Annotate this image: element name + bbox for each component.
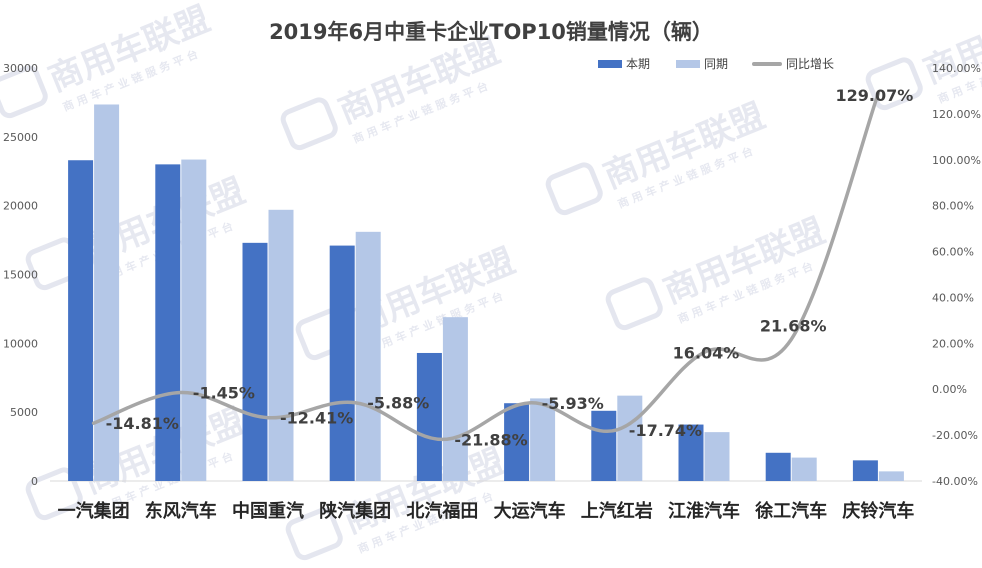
x-tick-label: 北汽福田 bbox=[406, 500, 478, 522]
bar-previous bbox=[442, 317, 468, 481]
x-tick-label: 一汽集团 bbox=[58, 500, 130, 522]
y-left-tick-label: 25000 bbox=[3, 131, 38, 144]
bar-current bbox=[852, 460, 878, 481]
x-tick-label: 陕汽集团 bbox=[319, 500, 391, 522]
watermark-logo bbox=[605, 277, 663, 331]
growth-data-label: 21.68% bbox=[760, 316, 827, 335]
bar-previous bbox=[791, 457, 817, 481]
y-right-tick-label: 120.00% bbox=[932, 108, 981, 121]
bar-current bbox=[765, 452, 791, 481]
bar-current bbox=[68, 160, 94, 481]
legend-swatch bbox=[598, 60, 622, 68]
data-labels: -14.81% -1.45% -12.41% -5.88% -21.88% -5.93% -… bbox=[106, 86, 914, 449]
bar-current bbox=[329, 245, 355, 481]
legend: 本期 同期 同比增长 bbox=[598, 57, 834, 71]
legend-label: 同比增长 bbox=[786, 57, 834, 71]
bar-previous bbox=[268, 209, 294, 481]
growth-data-label: -1.45% bbox=[193, 384, 255, 403]
legend-item: 同比增长 bbox=[752, 57, 834, 71]
y-left-tick-label: 20000 bbox=[3, 200, 38, 213]
bar-current bbox=[591, 410, 617, 481]
legend-item: 本期 bbox=[598, 57, 650, 71]
line-series bbox=[91, 91, 881, 442]
watermark-logo bbox=[545, 162, 603, 216]
bar-current bbox=[678, 424, 704, 481]
y-right-tick-label: -40.00% bbox=[932, 475, 978, 488]
growth-data-label: 16.04% bbox=[673, 343, 740, 362]
growth-data-label: -5.93% bbox=[542, 394, 604, 413]
x-tick-label: 徐工汽车 bbox=[754, 500, 827, 522]
growth-data-label: -14.81% bbox=[106, 414, 179, 433]
bar-previous bbox=[617, 395, 643, 481]
legend-swatch bbox=[676, 60, 700, 68]
y-right-tick-label: -20.00% bbox=[932, 429, 978, 442]
y-left-tick-label: 0 bbox=[31, 475, 38, 488]
y-right-tick-label: 20.00% bbox=[932, 337, 974, 350]
bar-previous bbox=[704, 432, 730, 481]
growth-data-label: 129.07% bbox=[836, 86, 914, 105]
watermark-logo bbox=[285, 507, 343, 561]
y-right-tick-label: 40.00% bbox=[932, 291, 974, 304]
bar-current bbox=[242, 242, 268, 481]
bar-current bbox=[504, 403, 530, 481]
y-left-tick-label: 10000 bbox=[3, 337, 38, 350]
bar-previous bbox=[181, 159, 207, 481]
watermark-logo bbox=[0, 65, 48, 119]
bar-previous bbox=[878, 471, 904, 481]
x-tick-label: 东风汽车 bbox=[145, 500, 217, 522]
watermark-logo bbox=[865, 57, 923, 111]
watermark-logo bbox=[280, 97, 338, 151]
growth-data-label: -17.74% bbox=[629, 421, 702, 440]
growth-line bbox=[91, 91, 881, 442]
watermark-name: 商用车联盟 bbox=[918, 0, 982, 92]
bar-series bbox=[68, 104, 904, 482]
x-tick-label: 中国重汽 bbox=[232, 500, 304, 522]
growth-data-label: -12.41% bbox=[280, 409, 353, 428]
x-tick-label: 江淮汽车 bbox=[668, 500, 740, 522]
growth-data-label: -5.88% bbox=[367, 394, 429, 413]
y-left-tick-label: 30000 bbox=[3, 62, 38, 75]
legend-item: 同期 bbox=[676, 57, 728, 71]
axes: 0 5000 10000 15000 20000 25000 30000 -40.00% -20… bbox=[3, 62, 981, 522]
y-left-tick-label: 5000 bbox=[10, 406, 38, 419]
bar-previous bbox=[355, 231, 381, 481]
watermark-logo bbox=[25, 467, 83, 521]
y-right-tick-label: 0.00% bbox=[932, 383, 967, 396]
bar-previous bbox=[530, 398, 556, 481]
bar-current bbox=[416, 352, 442, 481]
y-right-tick-label: 140.00% bbox=[932, 62, 981, 75]
x-tick-label: 庆铃汽车 bbox=[842, 500, 914, 522]
chart-title: 2019年6月中重卡企业TOP10销量情况（辆） bbox=[269, 20, 713, 44]
y-right-tick-label: 80.00% bbox=[932, 200, 974, 213]
y-right-tick-label: 60.00% bbox=[932, 246, 974, 259]
y-left-tick-label: 15000 bbox=[3, 269, 38, 282]
bar-current bbox=[155, 164, 181, 481]
legend-label: 本期 bbox=[626, 57, 650, 71]
growth-data-label: -21.88% bbox=[454, 430, 527, 449]
y-right-tick-label: 100.00% bbox=[932, 154, 981, 167]
legend-label: 同期 bbox=[704, 57, 728, 71]
x-tick-label: 上汽红岩 bbox=[581, 500, 653, 522]
x-tick-label: 大运汽车 bbox=[494, 500, 566, 522]
